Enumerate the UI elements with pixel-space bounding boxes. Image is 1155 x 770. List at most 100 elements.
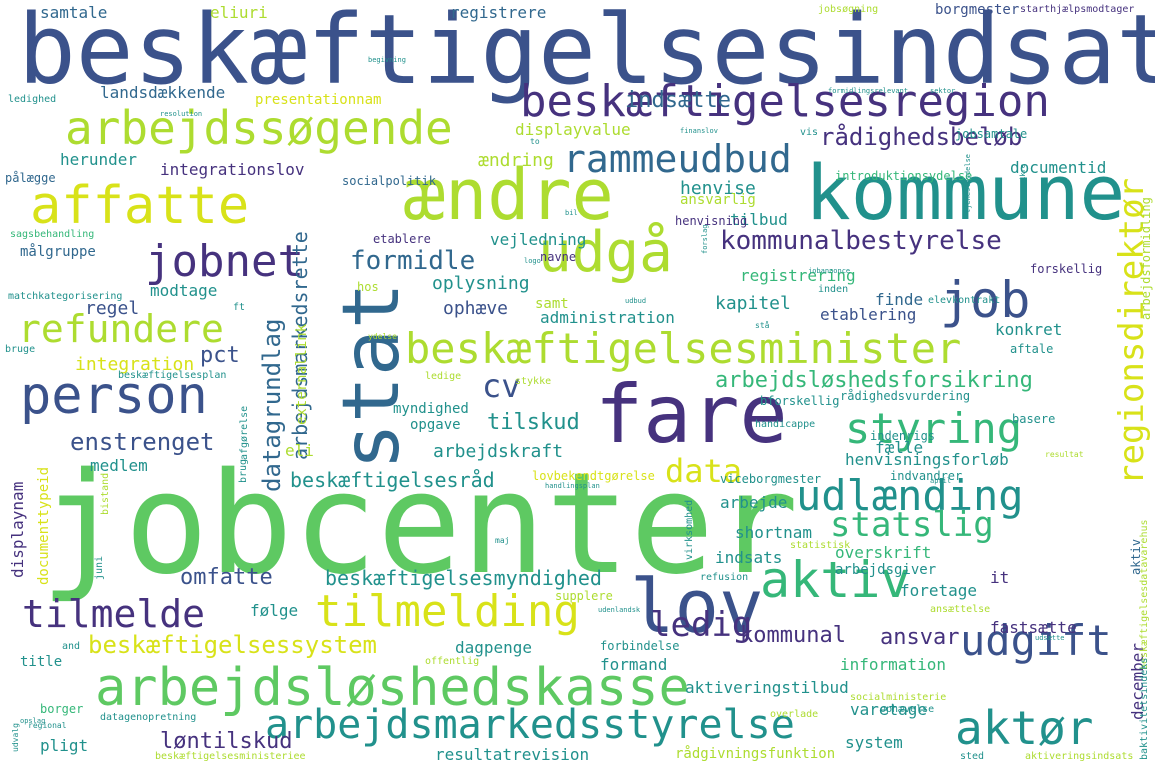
word-regel: regel — [85, 298, 140, 319]
word-beskaeftigelsesmyndighed: beskæftigelsesmyndighed — [325, 566, 602, 590]
word-herunder: herunder — [60, 150, 138, 169]
word-aendre: ændre — [403, 154, 614, 236]
word-jobcenter: jobcenter — [40, 443, 799, 606]
word-shortnam: shortnam — [735, 523, 813, 542]
word-udbud: udbud — [625, 297, 647, 305]
word-pligt: pligt — [40, 736, 89, 755]
word-logo: logo — [524, 257, 541, 265]
word-resolution: resolution — [160, 110, 203, 118]
word-datagrundlag: datagrundlag — [258, 318, 286, 492]
word-system: system — [845, 733, 903, 752]
word-beskaeftigelsesraad: beskæftigelsesråd — [290, 468, 495, 492]
word-etablere: etablere — [373, 232, 431, 246]
word-bil: bil — [565, 209, 578, 217]
word-enstrenget: enstrenget — [70, 428, 215, 456]
word-udenlandsk: udenlandsk — [598, 606, 641, 614]
word-henvisning: henvisning — [675, 214, 748, 228]
word-aktiveringstilbud: aktiveringstilbud — [685, 678, 849, 697]
word-udsaette: udsætte — [1035, 634, 1065, 642]
word-handlingsplan: handlingsplan — [545, 482, 600, 490]
word-virksomhed: virksomhed — [684, 499, 695, 560]
word-varetage: varetage — [850, 700, 928, 719]
word-fastsaette: fastsætte — [990, 618, 1077, 637]
word-opslag: opslag — [20, 717, 46, 725]
word-vejledning: vejledning — [490, 230, 587, 249]
word-henvise: henvise — [680, 178, 756, 199]
word-borgmester: borgmester — [935, 2, 1020, 18]
word-forskellig: forskellig — [1030, 262, 1103, 276]
word-arbejdskraft: arbejdskraft — [433, 441, 564, 462]
word-opgave: opgave — [410, 417, 461, 433]
word-bforskellig: bforskellig — [760, 394, 840, 408]
word-datagenopretning: datagenopretning — [100, 712, 197, 723]
word-foelge: følge — [250, 601, 299, 620]
word-paalaegge: pålægge — [5, 171, 56, 185]
word-tilbud: tilbud — [730, 210, 788, 229]
word-beskaeftigelsessystem: beskæftigelsessystem — [88, 631, 377, 659]
word-basere: basere — [1012, 412, 1056, 426]
word-sted: sted — [960, 751, 985, 762]
word-aktoer: aktør — [955, 701, 1094, 755]
word-jobannonce: jobannonce — [808, 267, 851, 275]
word-forbindelse: forbindelse — [600, 639, 680, 653]
word-hos: hos — [357, 280, 379, 294]
word-aftale: aftale — [1010, 342, 1054, 356]
word-udvalg: udvalg — [11, 723, 20, 752]
word-formidlingsrelevant: formidlingsrelevant — [828, 87, 909, 95]
word-tilmelde: tilmelde — [22, 592, 206, 636]
word-finansloev: finanslov — [680, 127, 718, 135]
word-ledige: ledige — [425, 371, 462, 382]
word-integration: integration — [75, 354, 195, 375]
word-sikre: sikre — [1019, 163, 1027, 185]
word-etablering: etablering — [820, 305, 917, 324]
word-refundere: refundere — [18, 307, 224, 351]
word-juni: juni — [94, 555, 105, 580]
word-data: data — [665, 452, 743, 490]
word-affatte: affatte — [30, 176, 250, 236]
word-and: and — [62, 641, 81, 652]
word-konkret: konkret — [995, 320, 1063, 339]
word-ophaevelse: ophævelse — [880, 704, 935, 715]
word-resultatrevision: resultatrevision — [435, 745, 590, 764]
word-eliuri: eliuri — [210, 3, 268, 22]
word-brug: brug — [238, 458, 249, 483]
word-arbejdsgiver: arbejdsgiver — [835, 562, 937, 578]
word-beskaeftigelsesplan: beskæftigelsesplan — [118, 370, 227, 381]
word-eli: eli — [285, 441, 314, 460]
word-beskaeftigelsesministeriee: beskæftigelsesministeriee — [155, 751, 306, 762]
word-formand: formand — [600, 655, 668, 674]
word-vis: vis — [800, 127, 819, 138]
word-inden: inden — [818, 284, 849, 295]
word-myndighed: myndighed — [393, 401, 469, 417]
word-bistand: bistand — [100, 472, 111, 515]
word-navne: navne — [540, 250, 577, 264]
word-person: person — [20, 366, 208, 426]
word-statslig: statslig — [830, 505, 994, 545]
word-dagpenge: dagpenge — [455, 638, 533, 657]
word-documenttypeid: documenttypeid — [36, 466, 52, 585]
word-borger: borger — [40, 702, 84, 716]
word-registrere: registrere — [450, 3, 547, 22]
word-integrationslov: integrationslov — [160, 160, 305, 179]
word-raadgivningsfunktion: rådgivningsfunktion — [675, 746, 836, 762]
word-formidle: formidle — [350, 246, 476, 276]
word-introduktionsydelse: introduktionsydelse — [835, 169, 973, 183]
word-externallink: externallink — [294, 323, 310, 425]
word-refusion: refusion — [700, 572, 749, 583]
word-lovbekendtgoerelse: lovbekendtgørelse — [532, 469, 655, 483]
word-indsats: indsats — [715, 548, 783, 567]
word-omfatte: omfatte — [180, 565, 273, 590]
word-rammeudbud: rammeudbud — [563, 137, 792, 181]
word-socialpolitik: socialpolitik — [342, 174, 436, 188]
word-arbejdsloeshedsforsikring: arbejdsløshedsforsikring — [715, 368, 1033, 393]
word-socialministerie: socialministerie — [850, 692, 947, 703]
word-loentilskud: løntilskud — [160, 729, 293, 754]
word-job: job — [940, 271, 1031, 329]
word-overlade: overlade — [770, 709, 819, 720]
word-documentid: documentid — [1010, 158, 1107, 177]
word-beskaeftigelsesdatavarehus: beskæftigelsesdatavarehus — [1139, 519, 1150, 670]
word-beskaeftigelsesminister: beskæftigelsesminister — [405, 324, 962, 373]
word-maj: maj — [495, 536, 510, 545]
word-arbejdssoegende: arbejdssøgende — [65, 101, 453, 155]
word-supplere: supplere — [555, 589, 613, 603]
